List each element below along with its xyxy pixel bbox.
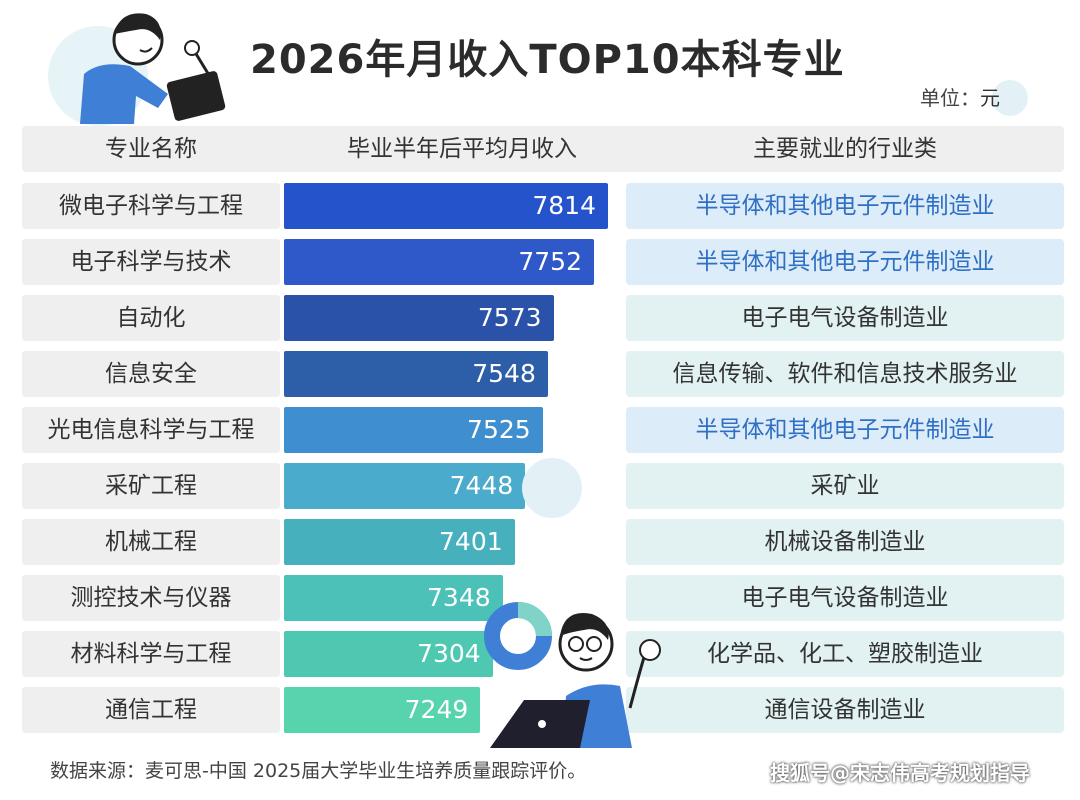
income-bar (284, 351, 548, 397)
industry-cell: 半导体和其他电子元件制造业 (626, 183, 1064, 229)
watermark: 搜狐号@宋志伟高考规划指导 (770, 761, 1030, 785)
income-value-label: 7752 (518, 247, 582, 276)
person-with-tablet-illustration (48, 13, 226, 126)
income-bar (284, 239, 594, 285)
income-value-label: 7304 (417, 639, 481, 668)
income-bar (284, 463, 526, 509)
income-value-label: 7448 (449, 471, 514, 500)
industry-cell: 化学品、化工、塑胶制造业 (626, 631, 1064, 677)
major-name: 材料科学与工程 (22, 631, 280, 677)
income-value-label: 7548 (472, 359, 536, 388)
major-name: 通信工程 (22, 687, 280, 733)
industry-cell: 信息传输、软件和信息技术服务业 (626, 351, 1064, 397)
income-bar (284, 295, 554, 341)
major-name: 信息安全 (22, 351, 280, 397)
income-value-label: 7525 (467, 415, 531, 444)
data-source-footer: 数据来源：麦可思-中国 2025届大学毕业生培养质量跟踪评价。 (50, 760, 587, 782)
major-name: 机械工程 (22, 519, 280, 565)
unit-prefix: 单位： (920, 86, 980, 110)
major-name: 微电子科学与工程 (22, 183, 280, 229)
unit-value: 元 (980, 86, 1000, 110)
income-value-label: 7249 (404, 695, 469, 724)
income-bar (284, 519, 515, 565)
income-value-label: 7814 (532, 191, 596, 220)
chart-title: 2026年月收入TOP10本科专业 (250, 37, 845, 83)
income-bar (284, 687, 481, 733)
unit-label: 单位：元 (920, 84, 1000, 112)
major-name: 电子科学与技术 (22, 239, 280, 285)
major-name: 自动化 (22, 295, 280, 341)
income-bar (284, 183, 608, 229)
header-income: 毕业半年后平均月收入 (347, 136, 577, 162)
header-major: 专业名称 (105, 136, 197, 162)
industry-cell: 机械设备制造业 (626, 519, 1064, 565)
industry-cell: 电子电气设备制造业 (626, 575, 1064, 621)
income-bar (284, 631, 493, 677)
table-header: 专业名称 毕业半年后平均月收入 主要就业的行业类 (22, 126, 1064, 172)
major-name: 采矿工程 (22, 463, 280, 509)
income-value-label: 7401 (439, 527, 503, 556)
major-name: 光电信息科学与工程 (22, 407, 280, 453)
major-name: 测控技术与仪器 (22, 575, 280, 621)
decorative-circle (522, 458, 582, 518)
header-industry: 主要就业的行业类 (753, 136, 937, 162)
income-value-label: 7348 (427, 583, 491, 612)
industry-cell: 半导体和其他电子元件制造业 (626, 239, 1064, 285)
industry-cell: 通信设备制造业 (626, 687, 1064, 733)
industry-cell: 电子电气设备制造业 (626, 295, 1064, 341)
income-value-label: 7573 (477, 303, 542, 332)
income-bar (284, 575, 503, 621)
unit-decoration-circle (992, 80, 1028, 116)
income-bar (284, 407, 543, 453)
person-with-laptop-illustration (484, 602, 661, 748)
industry-cell: 采矿业 (626, 463, 1064, 509)
industry-cell: 半导体和其他电子元件制造业 (626, 407, 1064, 453)
